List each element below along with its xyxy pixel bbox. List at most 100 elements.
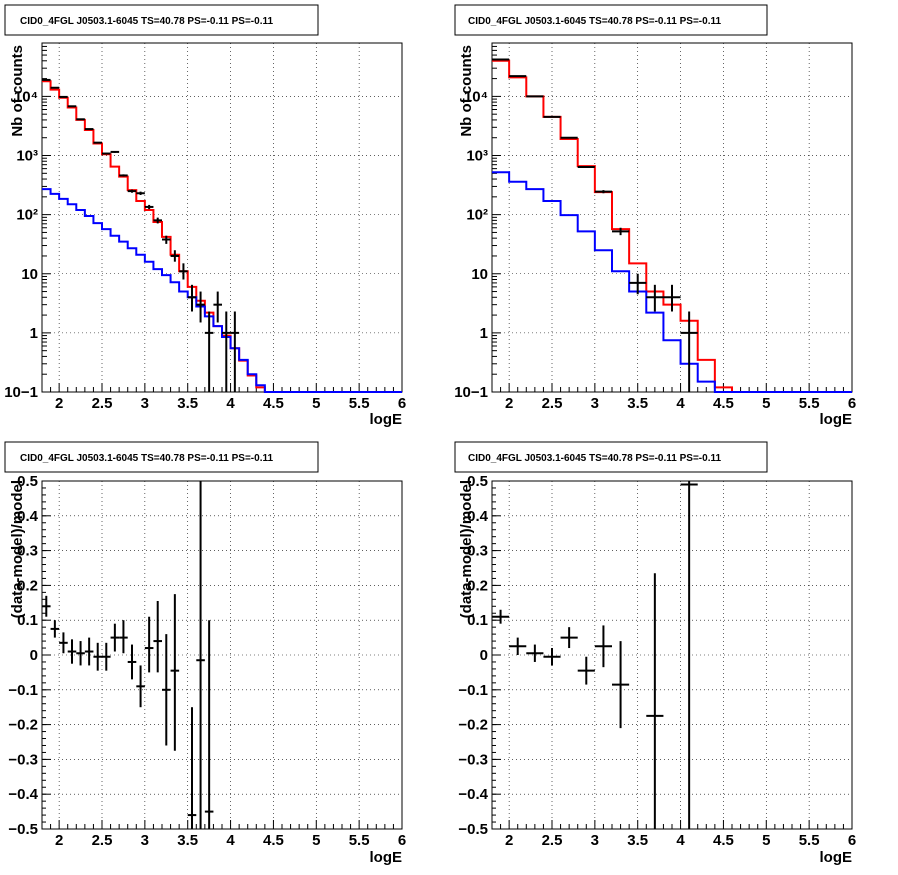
x-tick-label: 2: [505, 395, 513, 412]
x-tick-label: 2.5: [92, 832, 113, 849]
data-point: [76, 641, 85, 666]
y-tick-label: 1: [30, 325, 38, 342]
x-tick-label: 2.5: [92, 395, 113, 412]
data-point: [93, 642, 102, 671]
y-tick-label: −0.2: [8, 717, 38, 734]
data-point: [560, 627, 578, 649]
data-point: [144, 616, 154, 673]
data-point: [196, 291, 205, 323]
data-point: [50, 86, 60, 89]
x-tick-label: 4.5: [713, 395, 734, 412]
data-point: [612, 641, 630, 729]
data-point: [230, 311, 240, 392]
x-tick-label: 6: [398, 395, 406, 412]
y-tick-label: 0.3: [17, 543, 38, 560]
data-point: [136, 665, 145, 708]
y-tick-label: 10²: [466, 207, 488, 224]
x-tick-label: 3: [591, 395, 599, 412]
y-tick-label: −0.5: [8, 821, 38, 838]
data-point: [144, 204, 154, 210]
x-tick-label: 6: [848, 832, 856, 849]
y-tick-label: 10: [471, 266, 488, 283]
y-tick-label: 0.5: [467, 473, 488, 490]
y-axis-title: (data-model)/model: [458, 480, 475, 618]
y-tick-label: −0.5: [458, 821, 488, 838]
data-point: [680, 311, 698, 392]
x-tick-label: 4.5: [263, 832, 284, 849]
data-point: [42, 78, 51, 81]
y-tick-label: 0.5: [17, 473, 38, 490]
y-tick-label: 10−1: [4, 384, 38, 401]
data-point: [170, 594, 180, 751]
data-point: [67, 639, 77, 664]
data-point: [162, 634, 171, 746]
x-tick-label: 3: [141, 832, 149, 849]
title-box: [454, 4, 768, 36]
data-point: [577, 165, 595, 168]
y-tick-label: 0: [30, 647, 38, 664]
y-tick-label: −0.1: [458, 682, 488, 699]
panel-counts-left: CID0_4FGL J0503.1-6045 TS=40.78 PS=-0.11…: [4, 4, 406, 428]
data-point: [594, 625, 612, 668]
x-tick-label: 6: [848, 395, 856, 412]
x-tick-label: 5: [762, 395, 770, 412]
y-tick-label: 0.2: [17, 577, 38, 594]
model-histogram-line: [42, 188, 402, 393]
data-point: [526, 644, 544, 662]
data-point: [59, 632, 68, 654]
data-point: [110, 623, 120, 652]
plot-area: 2 2.5 3 3.5 4 4.5 5 5.5 6 10−1 1 10 10² 10³ 10⁴: [4, 42, 406, 412]
y-tick-label: 0.3: [467, 543, 488, 560]
data-point: [204, 620, 214, 829]
title-box: [4, 441, 319, 473]
x-tick-label: 6: [398, 832, 406, 849]
data-point: [204, 311, 214, 392]
data-point: [663, 284, 681, 312]
x-tick-label: 3.5: [177, 832, 198, 849]
panel-title: CID0_4FGL J0503.1-6045 TS=40.78 PS=-0.11…: [20, 16, 273, 27]
x-tick-label: 5: [312, 395, 320, 412]
y-tick-label: 0.1: [467, 612, 488, 629]
data-point: [50, 620, 60, 638]
x-axis-title: logE: [370, 849, 403, 866]
y-tick-label: 10³: [466, 148, 488, 165]
data-point: [76, 118, 85, 121]
x-axis-title: logE: [370, 411, 403, 428]
x-tick-label: 2: [55, 832, 63, 849]
data-point: [560, 136, 578, 139]
data-point: [127, 644, 137, 680]
y-tick-label: 0: [480, 647, 488, 664]
y-tick-label: −0.1: [8, 682, 38, 699]
data-point: [222, 311, 231, 392]
data-point: [577, 656, 595, 685]
x-tick-label: 5.5: [349, 832, 370, 849]
data-point: [84, 128, 94, 131]
data-point: [196, 481, 205, 829]
data-point: [102, 152, 111, 155]
y-tick-label: 10³: [16, 148, 38, 165]
x-axis-title: logE: [820, 849, 853, 866]
x-tick-label: 4: [676, 832, 685, 849]
y-tick-label: 1: [480, 325, 488, 342]
data-point: [59, 95, 68, 98]
x-tick-label: 3: [591, 832, 599, 849]
data-point: [42, 595, 51, 617]
y-axis-title: (data-model)/model: [9, 480, 26, 618]
x-tick-label: 3.5: [627, 832, 648, 849]
x-tick-label: 2.5: [542, 395, 563, 412]
data-point: [170, 250, 180, 262]
y-tick-label: 0.1: [17, 612, 38, 629]
panel-title: CID0_4FGL J0503.1-6045 TS=40.78 PS=-0.11…: [468, 453, 721, 464]
data-point: [119, 174, 128, 177]
x-tick-label: 3: [141, 395, 149, 412]
data-point: [629, 273, 647, 295]
x-tick-label: 4: [676, 395, 685, 412]
data-point: [119, 620, 128, 654]
x-tick-label: 4: [226, 832, 235, 849]
title-box: [454, 441, 768, 473]
y-tick-label: −0.4: [458, 786, 488, 803]
y-tick-label: 0.4: [17, 508, 39, 525]
y-tick-label: −0.4: [8, 786, 38, 803]
y-tick-label: 10−1: [454, 384, 488, 401]
